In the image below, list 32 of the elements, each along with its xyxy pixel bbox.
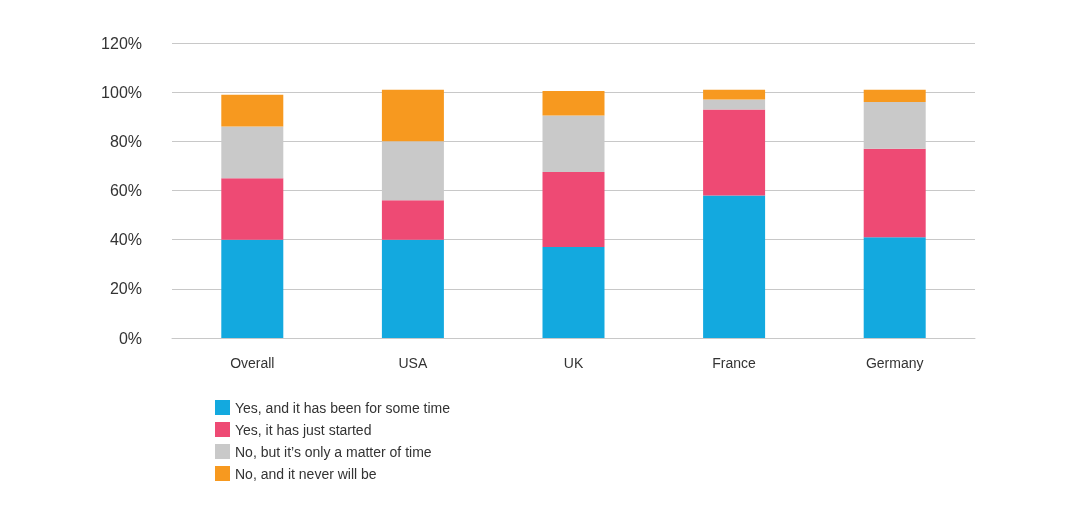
y-tick-label: 0% — [118, 329, 142, 347]
bar — [863, 148, 926, 238]
x-tick-label: France — [712, 355, 757, 371]
bar — [381, 89, 444, 142]
bar — [221, 239, 284, 338]
bar — [703, 89, 766, 100]
x-tick-label: Germany — [865, 355, 924, 371]
bar — [863, 89, 926, 102]
x-tick-label: Overall — [230, 355, 275, 371]
bar — [703, 99, 766, 110]
bar — [542, 247, 605, 338]
y-tick-label: 40% — [109, 231, 142, 249]
bar — [542, 172, 605, 248]
x-tick-label: USA — [398, 355, 428, 371]
y-tick-label: 120% — [101, 34, 142, 52]
y-tick-label: 60% — [109, 182, 142, 199]
legend-label: Yes, it has just started — [235, 421, 372, 438]
y-tick-label: 100% — [101, 83, 142, 101]
legend-label: No, and it never will be — [235, 465, 377, 482]
x-tick-label: UK — [563, 355, 584, 371]
y-tick-label: 20% — [109, 280, 142, 298]
bar — [221, 178, 284, 240]
bar — [542, 90, 605, 116]
bar — [381, 200, 444, 240]
legend-label: Yes, and it has been for some time — [235, 399, 451, 416]
legend-label: No, but it’s only a matter of time — [235, 443, 432, 460]
y-tick-label: 80% — [109, 132, 142, 150]
bar — [221, 94, 284, 127]
bar — [703, 109, 766, 196]
bar — [703, 195, 766, 338]
bar — [381, 239, 444, 338]
bar — [863, 237, 926, 338]
